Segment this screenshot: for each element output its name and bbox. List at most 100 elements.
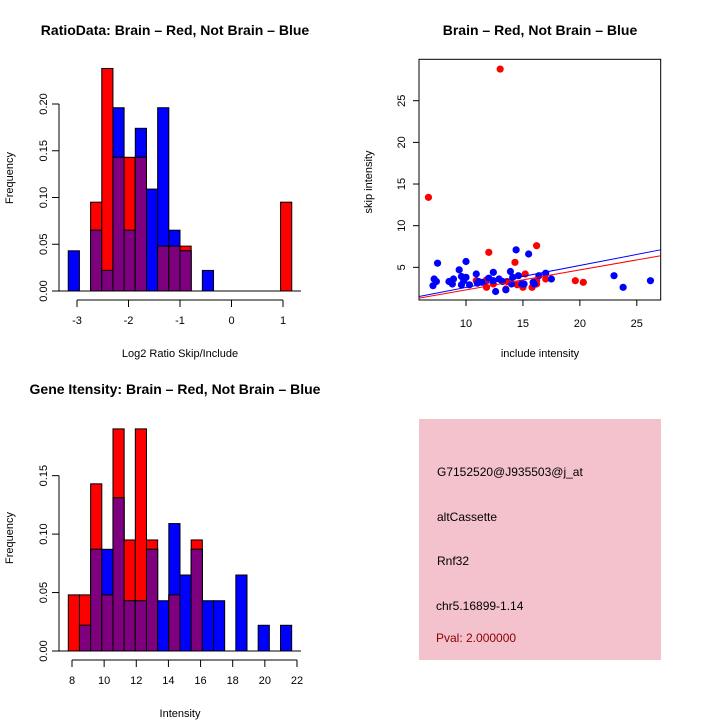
bar-overlap	[145, 548, 159, 652]
bar-not-brain	[157, 600, 170, 652]
bar-overlap	[112, 497, 125, 652]
bar-not-brain	[212, 600, 226, 652]
y-tick-label: 0.10	[38, 523, 50, 544]
point-not-brain	[547, 275, 556, 283]
fit-line-brain	[419, 255, 661, 299]
y-axis-label: Frequency	[4, 152, 16, 204]
point-not-brain	[449, 275, 458, 283]
bar-overlap	[168, 594, 181, 652]
x-axis-label: include intensity	[501, 348, 580, 360]
point-brain	[579, 278, 587, 286]
point-not-brain	[462, 273, 470, 281]
bar-not-brain	[280, 624, 293, 652]
point-not-brain	[462, 257, 470, 266]
point-not-brain	[619, 283, 627, 291]
point-not-brain	[525, 250, 533, 258]
point-brain	[424, 193, 433, 201]
x-tick-label: 14	[162, 675, 174, 687]
point-not-brain	[492, 287, 500, 296]
point-not-brain	[530, 280, 538, 288]
fit-line-not-brain	[419, 249, 661, 297]
bar-overlap	[90, 548, 103, 652]
x-tick-label: 18	[227, 675, 239, 687]
y-tick-label: 0.15	[38, 465, 50, 486]
point-brain	[533, 242, 541, 250]
x-tick-label: 16	[194, 675, 206, 687]
point-not-brain	[512, 246, 520, 254]
x-tick-label: 10	[460, 318, 472, 330]
point-not-brain	[506, 267, 515, 276]
y-tick-label: 0.05	[38, 582, 50, 603]
bar-overlap	[123, 229, 136, 292]
x-tick-label: -3	[72, 315, 82, 327]
bar-not-brain	[201, 269, 215, 292]
event-type: altCassette	[437, 510, 497, 524]
bar-overlap	[101, 269, 114, 292]
bar-overlap	[134, 600, 147, 652]
y-tick-label: 0.15	[38, 140, 50, 161]
bar-not-brain	[179, 574, 192, 652]
y-tick-label: 5	[396, 264, 408, 270]
info-panel: G7152520@J935503@j_at altCassette Rnf32 …	[419, 419, 661, 660]
bar-overlap	[112, 156, 125, 292]
y-tick-label: 0.00	[38, 640, 50, 661]
x-tick-label: 22	[291, 675, 303, 687]
point-not-brain	[455, 266, 463, 274]
x-tick-label: -1	[175, 315, 185, 327]
y-axis-label: skip intensity	[363, 150, 375, 213]
y-tick-label: 15	[396, 178, 408, 190]
pval: Pval: 2.000000	[436, 631, 516, 645]
point-brain	[496, 65, 504, 73]
point-brain	[511, 258, 519, 266]
chart-title: Brain – Red, Not Brain – Blue	[443, 22, 638, 38]
intensity-scatter: Brain – Red, Not Brain – Blue 10 15 20 25 5 10…	[363, 22, 662, 360]
info-panel-background	[419, 419, 661, 660]
x-axis-label: Intensity	[160, 708, 201, 720]
point-not-brain	[646, 277, 655, 285]
x-tick-label: 1	[280, 315, 286, 327]
probe-id: G7152520@J935503@j_at	[437, 465, 583, 479]
x-tick-label: 12	[130, 675, 142, 687]
bar-brain	[280, 201, 293, 292]
x-tick-label: 20	[574, 318, 586, 330]
y-tick-label: 0.20	[38, 93, 50, 114]
bar-not-brain	[67, 250, 80, 292]
point-not-brain	[489, 268, 497, 276]
bar-overlap	[78, 624, 92, 652]
x-tick-label: 20	[259, 675, 271, 687]
y-axis-label: Frequency	[4, 512, 16, 564]
x-tick-label: 0	[228, 315, 234, 327]
y-tick-label: 0.00	[38, 280, 50, 301]
chart-title: RatioData: Brain – Red, Not Brain – Blue	[41, 22, 310, 38]
y-tick-label: 20	[396, 136, 408, 148]
point-not-brain	[433, 259, 442, 267]
bar-not-brain	[145, 188, 159, 292]
bar-not-brain	[235, 574, 248, 652]
point-not-brain	[610, 272, 618, 280]
point-not-brain	[432, 277, 441, 286]
bar-overlap	[179, 250, 192, 292]
x-tick-label: -2	[124, 315, 134, 327]
plot-frame	[418, 58, 662, 301]
bar-overlap	[123, 600, 136, 652]
chart-title: Gene Itensity: Brain – Red, Not Brain – …	[30, 381, 321, 397]
bar-overlap	[168, 245, 181, 292]
location: chr5.16899-1.14	[436, 599, 524, 613]
y-tick-label: 25	[396, 95, 408, 107]
intensity-histogram: Gene Itensity: Brain – Red, Not Brain – …	[4, 381, 321, 720]
x-axis-label: Log2 Ratio Skip/Include	[122, 348, 238, 360]
bar-overlap	[90, 229, 103, 292]
x-tick-label: 10	[98, 675, 110, 687]
bar-overlap	[134, 156, 147, 292]
bar-not-brain	[201, 600, 214, 652]
bar-brain	[101, 67, 114, 292]
bar-overlap	[101, 594, 114, 652]
y-tick-label: 0.05	[38, 234, 50, 255]
point-not-brain	[520, 280, 528, 288]
y-tick-label: 0.10	[38, 187, 50, 208]
x-tick-label: 15	[517, 318, 529, 330]
y-tick-label: 10	[396, 220, 408, 232]
gene-name: Rnf32	[437, 554, 469, 568]
x-tick-label: 8	[69, 675, 75, 687]
